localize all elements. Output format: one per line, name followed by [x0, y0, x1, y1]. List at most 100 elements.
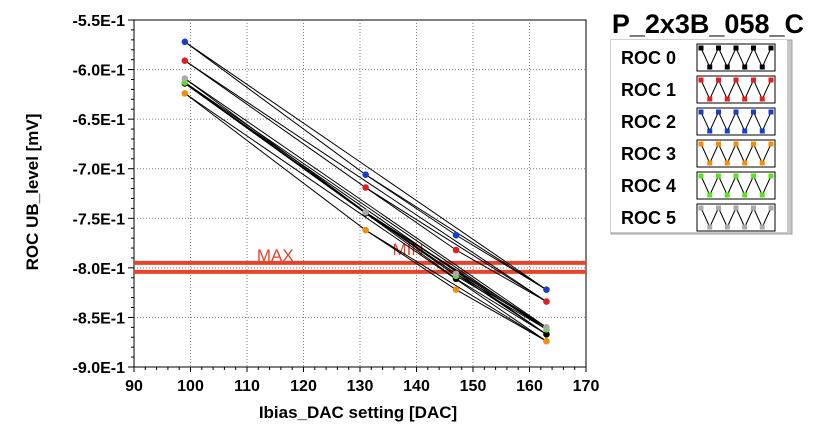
legend-marker [707, 96, 713, 102]
legend-marker [768, 77, 774, 83]
legend-label: ROC 3 [621, 144, 676, 164]
legend-marker [724, 160, 730, 166]
data-point [452, 270, 460, 278]
data-point [452, 246, 460, 254]
data-point [181, 75, 189, 82]
y-axis-ticks: -5.5E-1 -6.0E-1 -6.5E-1 -7.0E-1 -7.5E-1 -8.0E… [73, 13, 134, 377]
legend-marker [742, 96, 748, 102]
y-axis-title: ROC UB_level [mV] [23, 114, 42, 271]
legend-marker [733, 109, 739, 115]
series-2 [181, 38, 550, 293]
legend-label: ROC 0 [621, 48, 676, 68]
legend-marker [698, 173, 704, 179]
legend-marker [707, 128, 713, 134]
series-layer [181, 38, 550, 345]
legend-label: ROC 1 [621, 80, 676, 100]
legend-marker [742, 160, 748, 166]
y-tick-label: -8.5E-1 [73, 310, 126, 327]
series-line [184, 41, 547, 291]
data-point [362, 171, 369, 178]
legend-marker [759, 224, 765, 230]
legend-marker [724, 128, 730, 134]
data-point [543, 298, 550, 305]
legend-marker [759, 64, 765, 70]
legend-marker [759, 192, 765, 198]
legend-marker [759, 160, 765, 166]
series-line [184, 60, 547, 303]
legend-marker [716, 109, 721, 115]
legend-marker [751, 45, 756, 51]
legend-marker [724, 192, 730, 198]
series-line [365, 187, 547, 302]
legend: ROC 0 ROC 1 ROC 2 ROC 3 ROC 4 ROC 5 [610, 39, 793, 235]
legend-marker [768, 109, 774, 115]
legend-marker [742, 64, 748, 70]
legend-marker [716, 141, 721, 147]
legend-marker [751, 205, 756, 211]
legend-marker [751, 109, 756, 115]
legend-marker [724, 64, 730, 70]
legend-marker [733, 141, 739, 147]
x-tick-label: 100 [177, 378, 204, 395]
series-line [184, 78, 547, 328]
y-tick-label: -5.5E-1 [73, 13, 126, 30]
legend-label: ROC 2 [621, 112, 676, 132]
x-tick-label: 90 [125, 378, 143, 395]
data-point [362, 226, 369, 234]
series-line [184, 83, 547, 335]
legend-marker [716, 77, 721, 83]
legend-marker [698, 205, 704, 211]
data-point [181, 90, 189, 97]
data-point [452, 231, 460, 239]
legend-label: ROC 4 [621, 176, 676, 196]
y-tick-label: -6.5E-1 [73, 112, 126, 129]
legend-marker [698, 77, 704, 83]
series-line [184, 78, 547, 328]
x-tick-label: 170 [573, 378, 600, 395]
legend-marker [751, 77, 756, 83]
y-tick-label: -8.0E-1 [73, 261, 126, 278]
legend-marker [716, 45, 721, 51]
legend-marker [759, 128, 765, 134]
legend-marker [742, 224, 748, 230]
series-line [184, 82, 547, 330]
legend-marker [707, 160, 713, 166]
legend-marker [733, 173, 739, 179]
legend-marker [768, 141, 774, 147]
series-line [365, 211, 547, 328]
series-line [184, 92, 547, 342]
data-point [452, 286, 460, 293]
legend-marker [707, 64, 713, 70]
series-line [365, 229, 547, 342]
legend-marker [742, 128, 748, 134]
legend-marker [733, 45, 739, 51]
series-1 [181, 57, 550, 305]
legend-marker [768, 205, 774, 211]
y-tick-label: -7.0E-1 [73, 162, 126, 179]
legend-marker [759, 96, 765, 102]
x-tick-label: 110 [234, 378, 260, 395]
legend-marker [733, 77, 739, 83]
x-tick-label: 160 [516, 378, 543, 395]
x-axis-ticks: 90 100 110 120 130 140 150 160 170 [125, 367, 599, 395]
legend-marker [698, 141, 704, 147]
series-line [184, 60, 547, 302]
threshold-lines: MAX MIN [134, 240, 586, 274]
threshold-label-max: MAX [257, 246, 294, 265]
legend-marker [768, 45, 774, 51]
data-point [543, 324, 550, 331]
y-tick-label: -6.0E-1 [73, 63, 126, 80]
legend-marker [724, 224, 730, 230]
series-line [184, 41, 547, 291]
data-point [181, 57, 189, 64]
legend-marker [707, 224, 713, 230]
data-point [362, 209, 369, 216]
legend-marker [751, 173, 756, 179]
series-3 [181, 90, 550, 345]
legend-marker [698, 109, 704, 115]
series-line [184, 92, 547, 342]
chart-title: P_2x3B_058_C [612, 9, 804, 39]
x-tick-label: 140 [403, 378, 430, 395]
legend-marker [742, 192, 748, 198]
legend-marker [724, 96, 730, 102]
